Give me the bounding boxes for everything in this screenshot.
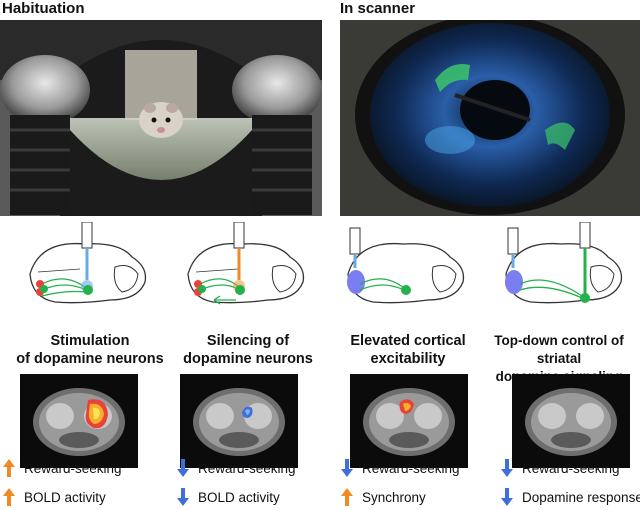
mri-topdown (512, 374, 630, 468)
outcome-topdown-dopamine: Dopamine response (500, 487, 640, 507)
outcome-silencing-bold: BOLD activity (176, 487, 280, 507)
outcome-cortical-reward: Reward-seeking (340, 458, 460, 478)
scanner-photo (340, 20, 640, 216)
down-arrow-icon (177, 488, 189, 506)
mri-silencing (180, 374, 298, 468)
down-arrow-icon (177, 459, 189, 477)
up-arrow-icon (3, 488, 15, 506)
outcome-stimulation-bold: BOLD activity (2, 487, 106, 507)
down-arrow-icon (501, 488, 513, 506)
outcome-topdown-reward: Reward-seeking (500, 458, 620, 478)
brain-diagram-cortical (347, 227, 465, 304)
habituation-title: Habituation (2, 0, 85, 17)
in-scanner-title: In scanner (340, 0, 416, 17)
down-arrow-icon (341, 459, 353, 477)
up-arrow-icon (341, 488, 353, 506)
down-arrow-icon (501, 459, 513, 477)
outcome-stimulation-reward: Reward-seeking (2, 458, 122, 478)
caption-silencing: Silencing of dopamine neurons (183, 333, 313, 367)
brain-diagram-stimulation (29, 222, 147, 304)
up-arrow-icon (3, 459, 15, 477)
brain-diagram-silencing (187, 222, 305, 305)
mri-cortical (350, 374, 468, 468)
outcome-cortical-synchrony: Synchrony (340, 487, 426, 507)
habituation-photo (0, 20, 322, 216)
caption-cortical: Elevated cortical excitability (350, 333, 466, 367)
brain-diagram-topdown (505, 222, 623, 304)
mri-stimulation (20, 374, 138, 468)
caption-stimulation: Stimulation of dopamine neurons (16, 333, 164, 367)
outcome-silencing-reward: Reward-seeking (176, 458, 296, 478)
